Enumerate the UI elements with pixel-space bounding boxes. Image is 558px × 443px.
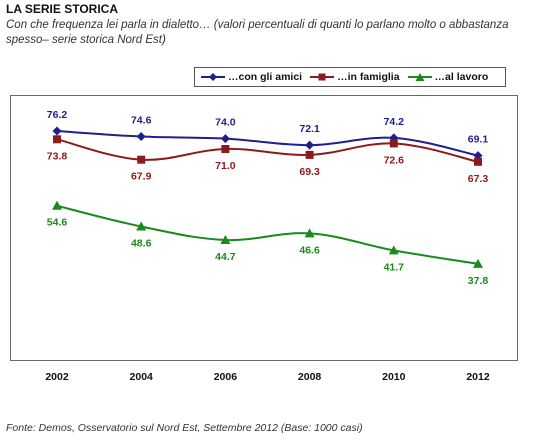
data-label-1-2010: 72.6 xyxy=(384,154,405,166)
x-tick-label-2002: 2002 xyxy=(45,371,69,383)
series-line-1 xyxy=(56,138,479,163)
data-label-1-2012: 67.3 xyxy=(468,173,489,185)
legend-item-lavoro: …al lavoro xyxy=(407,71,489,83)
data-label-2-2008: 46.6 xyxy=(299,244,320,256)
data-label-0-2010: 74.2 xyxy=(384,116,405,128)
data-point-2-2010 xyxy=(388,245,399,255)
data-label-0-2006: 74.0 xyxy=(215,117,236,129)
data-label-0-2012: 69.1 xyxy=(468,134,489,146)
data-label-1-2006: 71.0 xyxy=(215,160,236,172)
data-point-2-2004 xyxy=(136,221,147,231)
legend-label-famiglia: …in famiglia xyxy=(337,71,400,83)
data-point-2-2008 xyxy=(304,228,315,238)
data-point-0-2004 xyxy=(136,132,146,142)
data-point-1-2006 xyxy=(221,144,230,153)
data-label-1-2002: 73.8 xyxy=(47,150,68,162)
series-line-0 xyxy=(56,130,479,157)
data-label-0-2004: 74.6 xyxy=(131,115,152,127)
data-label-0-2002: 76.2 xyxy=(47,109,68,121)
data-point-1-2010 xyxy=(389,139,398,148)
data-point-1-2002 xyxy=(53,135,61,144)
data-label-2-2006: 44.7 xyxy=(215,251,236,263)
x-tick-label-2006: 2006 xyxy=(214,371,238,383)
data-label-1-2008: 69.3 xyxy=(299,166,320,178)
legend-item-amici: …con gli amici xyxy=(200,71,302,83)
data-label-2-2002: 54.6 xyxy=(47,217,68,229)
legend-label-lavoro: …al lavoro xyxy=(434,71,489,83)
series-line-2 xyxy=(56,204,479,265)
legend: …con gli amici …in famiglia …al lavoro xyxy=(194,67,506,87)
source-note: Fonte: Demos, Osservatorio sul Nord Est,… xyxy=(6,422,363,434)
legend-marker-famiglia xyxy=(310,73,335,81)
legend-label-amici: …con gli amici xyxy=(228,71,303,83)
data-point-2-2002 xyxy=(52,200,62,210)
legend-marker-lavoro xyxy=(407,73,432,81)
data-point-0-2006 xyxy=(220,134,230,144)
x-tick-label-2004: 2004 xyxy=(130,371,154,383)
data-point-0-2008 xyxy=(305,140,315,150)
chart-title: LA SERIE STORICA xyxy=(6,2,119,16)
x-tick-label-2010: 2010 xyxy=(382,371,406,383)
data-point-1-2012 xyxy=(474,157,482,166)
data-point-1-2004 xyxy=(137,155,146,164)
legend-marker-amici xyxy=(201,73,225,81)
data-point-2-2006 xyxy=(220,234,231,244)
data-label-2-2004: 48.6 xyxy=(131,237,152,249)
x-tick-label-2012: 2012 xyxy=(466,371,490,383)
chart-subtitle: Con che frequenza lei parla in dialetto…… xyxy=(6,19,509,46)
data-point-0-2002 xyxy=(52,126,62,136)
plot-area xyxy=(10,95,518,361)
legend-item-famiglia: …in famiglia xyxy=(309,71,400,83)
data-label-1-2004: 67.9 xyxy=(131,171,152,183)
data-label-2-2010: 41.7 xyxy=(384,261,405,273)
data-label-0-2008: 72.1 xyxy=(299,123,320,135)
data-point-1-2008 xyxy=(305,150,314,159)
x-tick-label-2008: 2008 xyxy=(298,371,322,383)
data-point-2-2012 xyxy=(473,258,483,268)
data-label-2-2012: 37.8 xyxy=(468,275,489,287)
